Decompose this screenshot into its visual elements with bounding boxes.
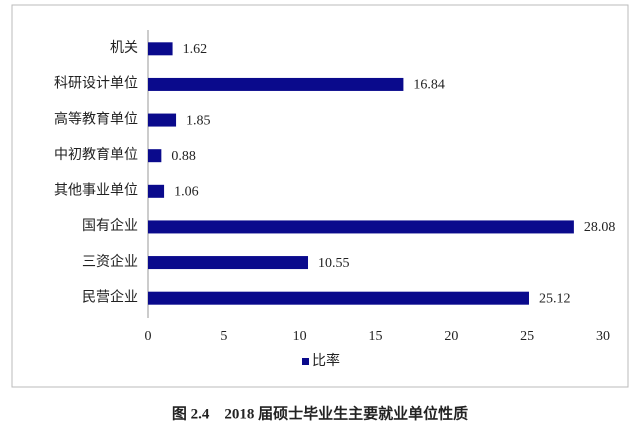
value-label: 1.85 — [186, 113, 211, 128]
value-label: 25.12 — [539, 291, 571, 306]
bar — [148, 256, 309, 270]
bar — [148, 184, 165, 198]
caption: 图 2.4 2018 届硕士毕业生主要就业单位性质 — [172, 404, 468, 422]
y-tick-label: 机关 — [110, 40, 138, 56]
y-tick-label: 民营企业 — [82, 288, 138, 305]
value-label: 0.88 — [171, 149, 196, 164]
bar — [148, 42, 173, 56]
x-tick-label: 10 — [293, 329, 307, 344]
value-label: 16.84 — [413, 78, 445, 93]
y-tick-label: 高等教育单位 — [54, 110, 138, 127]
legend-swatch — [302, 358, 309, 365]
bar — [148, 220, 574, 234]
y-tick-label: 中初教育单位 — [54, 146, 138, 163]
value-label: 1.62 — [183, 42, 208, 57]
bar — [148, 113, 177, 127]
x-tick-label: 15 — [369, 329, 383, 344]
x-tick-label: 25 — [520, 329, 534, 344]
value-label: 10.55 — [318, 256, 350, 271]
x-tick-label: 5 — [220, 329, 227, 344]
bar — [148, 77, 404, 91]
y-tick-label: 三资企业 — [82, 253, 138, 270]
x-tick-label: 0 — [145, 329, 152, 344]
bar — [148, 291, 529, 305]
bar — [148, 149, 162, 163]
chart-frame — [11, 4, 629, 388]
value-label: 1.06 — [174, 185, 199, 200]
legend-label: 比率 — [312, 352, 340, 369]
x-tick-label: 20 — [444, 329, 458, 344]
x-tick-label: 30 — [596, 329, 610, 344]
y-tick-label: 国有企业 — [82, 217, 138, 234]
y-tick-label: 科研设计单位 — [54, 76, 138, 92]
value-label: 28.08 — [584, 220, 616, 235]
y-tick-label: 其他事业单位 — [54, 183, 138, 199]
